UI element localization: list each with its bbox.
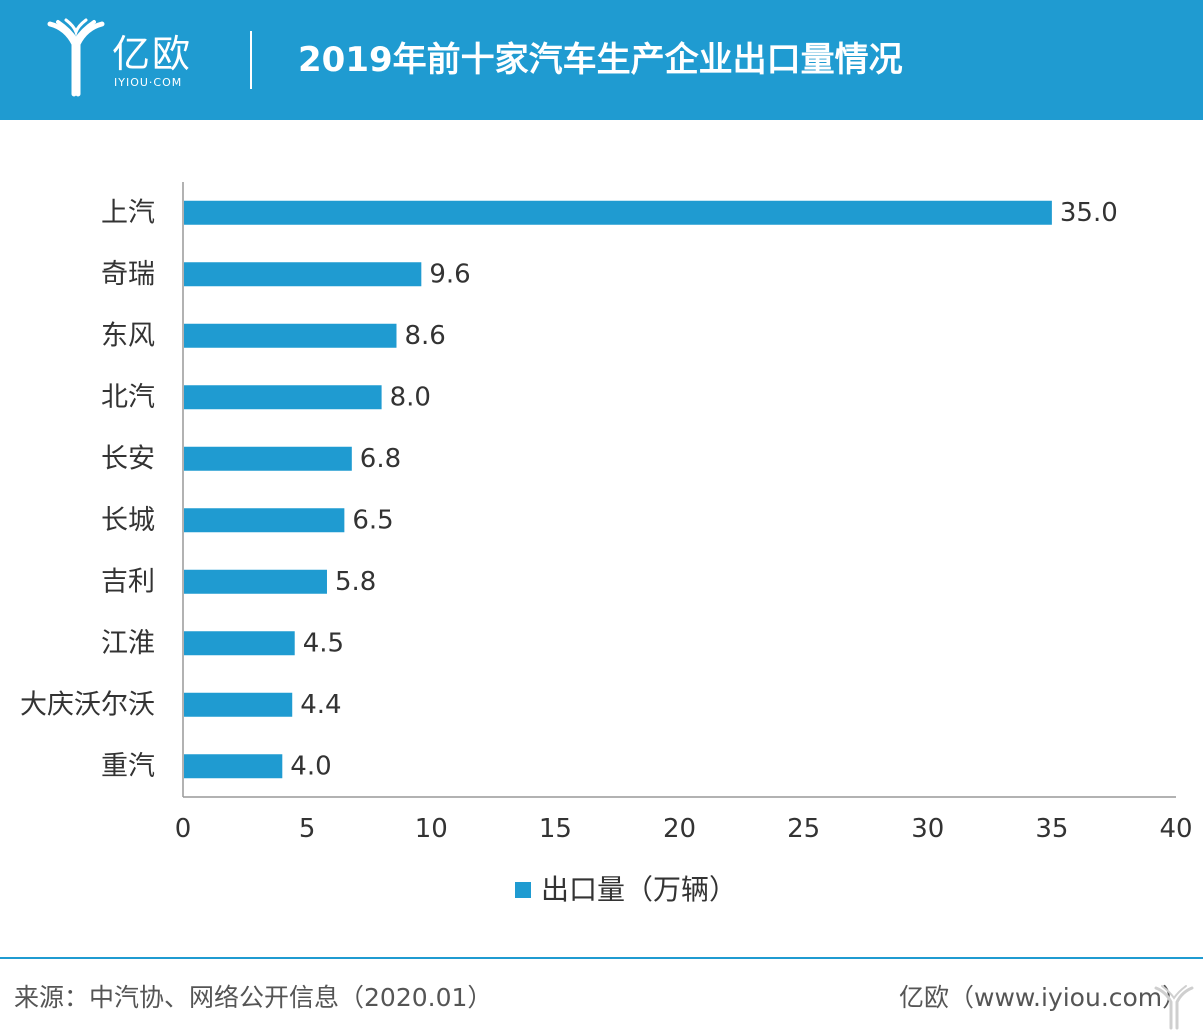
bar-8 — [184, 692, 293, 717]
brand-logo: 亿欧 IYIOU·COM — [44, 18, 214, 98]
logo-english-text: IYIOU·COM — [114, 76, 183, 89]
value-label-9: 4.0 — [290, 751, 331, 781]
value-label-2: 8.6 — [404, 321, 445, 351]
bar-0 — [184, 200, 1052, 225]
category-label-4: 长安 — [101, 443, 155, 474]
value-label-6: 5.8 — [335, 567, 376, 597]
x-tick-label-6: 30 — [911, 814, 944, 844]
category-label-5: 长城 — [101, 505, 155, 536]
category-label-8: 大庆沃尔沃 — [20, 689, 155, 720]
value-label-0: 35.0 — [1060, 198, 1118, 228]
bar-4 — [184, 446, 352, 471]
iyiou-logo-icon — [47, 18, 105, 97]
category-label-2: 东风 — [101, 320, 155, 351]
bar-9 — [184, 754, 283, 779]
footer-divider — [0, 957, 1203, 959]
value-label-5: 6.5 — [352, 505, 393, 535]
bar-2 — [184, 323, 397, 348]
x-tick-label-2: 10 — [415, 814, 448, 844]
legend-swatch — [515, 882, 531, 898]
bar-3 — [184, 385, 382, 410]
chart-legend: 出口量（万辆） — [515, 872, 737, 908]
x-tick-label-3: 15 — [539, 814, 572, 844]
value-label-8: 4.4 — [300, 690, 341, 720]
value-label-3: 8.0 — [390, 382, 431, 412]
category-label-6: 吉利 — [101, 566, 155, 597]
category-label-1: 奇瑞 — [101, 259, 155, 290]
source-note: 来源：中汽协、网络公开信息（2020.01） — [14, 983, 493, 1012]
legend-label: 出口量（万辆） — [541, 873, 738, 906]
category-label-7: 江淮 — [101, 628, 155, 659]
value-label-4: 6.8 — [360, 444, 401, 474]
value-label-7: 4.5 — [303, 628, 344, 658]
credit-note: 亿欧（www.iyiou.com） — [899, 983, 1188, 1012]
x-tick-label-4: 20 — [663, 814, 696, 844]
bar-6 — [184, 569, 327, 594]
x-tick-label-0: 0 — [175, 814, 192, 844]
header-banner: 亿欧 IYIOU·COM 2019年前十家汽车生产企业出口量情况 — [0, 0, 1203, 120]
x-tick-label-1: 5 — [299, 814, 316, 844]
header-divider — [250, 31, 252, 89]
value-label-1: 9.6 — [429, 259, 470, 289]
page-title: 2019年前十家汽车生产企业出口量情况 — [298, 40, 903, 80]
watermark-logo-icon — [1154, 985, 1194, 1030]
x-tick-label-5: 25 — [787, 814, 820, 844]
category-label-0: 上汽 — [101, 197, 155, 228]
bar-5 — [184, 508, 345, 533]
category-label-9: 重汽 — [101, 751, 155, 782]
bar-1 — [184, 262, 422, 287]
bar-7 — [184, 631, 295, 656]
category-label-3: 北汽 — [101, 382, 155, 413]
x-tick-label-8: 40 — [1159, 814, 1192, 844]
bar-chart: 上汽 35.0 奇瑞 9.6 东风 8.6 北汽 8.0 长安 6.8 长城 6.5 吉利 5.8 江淮 4.… — [20, 182, 1193, 844]
x-tick-label-7: 35 — [1035, 814, 1068, 844]
logo-chinese-text: 亿欧 — [112, 32, 193, 76]
